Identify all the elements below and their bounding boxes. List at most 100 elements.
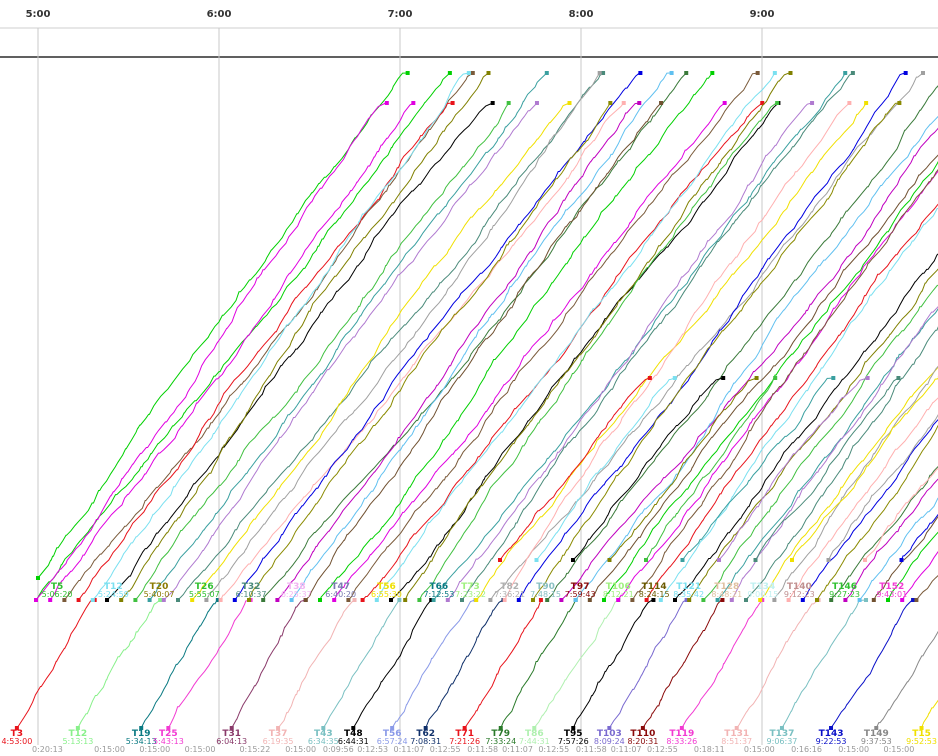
trip-time-label: 7:21:26 xyxy=(449,737,480,746)
trip-line xyxy=(248,102,611,601)
trip-time-label: 6:57:24 xyxy=(377,737,408,746)
trip-label: T12 xyxy=(104,582,123,592)
trip-label: T19 xyxy=(132,729,151,739)
trip-start-marker xyxy=(498,558,502,562)
headway-label: 0:15:00 xyxy=(94,745,125,754)
trip-end-marker xyxy=(850,71,855,75)
trip-time-label: 7:08:31 xyxy=(410,737,441,746)
trip-end-marker xyxy=(775,101,780,105)
trip-label: T106 xyxy=(606,582,631,592)
trip-line-mid xyxy=(791,378,938,561)
trip-start-marker xyxy=(545,598,550,602)
trip-end-marker xyxy=(215,598,220,602)
trip-start-marker xyxy=(232,598,237,602)
trip-start-marker xyxy=(139,726,144,730)
trip-start-marker xyxy=(462,726,467,730)
hour-tick-label: 7:00 xyxy=(388,9,413,20)
trip-start-marker xyxy=(729,598,734,602)
trip-start-marker xyxy=(332,598,337,602)
trip-time-label: 7:57:26 xyxy=(558,737,589,746)
trip-time-label: 7:44:31 xyxy=(519,737,550,746)
trip-start-marker xyxy=(559,598,564,602)
trip-start-marker xyxy=(346,598,351,602)
trip-start-marker xyxy=(829,598,834,602)
trip-time-label: 6:10:37 xyxy=(236,590,267,599)
trip-end-marker xyxy=(864,101,869,105)
trip-time-label: 9:06:37 xyxy=(767,737,798,746)
trip-line-mid xyxy=(645,377,776,561)
trip-label: T137 xyxy=(769,729,794,739)
trip-start-marker xyxy=(423,726,428,730)
trip-time-label: 6:40:20 xyxy=(325,590,356,599)
trip-start-marker xyxy=(460,598,464,602)
trip-start-marker xyxy=(734,726,739,730)
headway-label: 0:09:56 xyxy=(323,745,354,754)
trip-start-marker xyxy=(190,598,195,602)
trip-end-marker xyxy=(831,376,836,380)
trip-label: T134 xyxy=(750,582,775,592)
trip-time-label: 6:34:35 xyxy=(308,737,339,746)
trip-time-label: 9:43:01 xyxy=(876,590,907,599)
trip-line xyxy=(603,161,938,601)
trip-start-marker xyxy=(417,598,422,602)
trip-labels: T34:53:00T125:13:13T195:34:13T255:43:13T… xyxy=(1,582,936,746)
trip-line xyxy=(418,102,778,601)
trip-label: T128 xyxy=(714,582,739,592)
trip-start-marker xyxy=(800,598,805,602)
trip-label: T82 xyxy=(500,582,519,592)
trip-time-label: 5:24:59 xyxy=(98,590,129,599)
trip-end-marker xyxy=(597,71,602,75)
headway-label: 0:15:00 xyxy=(744,745,775,754)
trip-label: T56 xyxy=(383,729,402,739)
trip-start-marker xyxy=(14,726,19,730)
trip-line-lower xyxy=(352,599,432,729)
hour-tick-label: 6:00 xyxy=(207,9,232,20)
trip-start-marker xyxy=(815,598,819,602)
trip-end-marker xyxy=(486,71,491,75)
headway-label: 0:18:11 xyxy=(694,745,725,754)
trip-end-marker xyxy=(608,101,613,105)
trip-label: T31 xyxy=(222,729,241,739)
trip-label: T26 xyxy=(195,582,214,592)
trip-line-mid xyxy=(609,377,757,561)
trip-time-label: 5:43:13 xyxy=(153,737,184,746)
trip-label: T37 xyxy=(269,729,288,739)
headway-label: 0:11:07 xyxy=(502,745,533,754)
trip-line-mid xyxy=(755,377,899,561)
trip-time-label: 9:27:23 xyxy=(829,590,860,599)
trip-start-marker xyxy=(76,598,81,602)
trip-end-marker xyxy=(651,598,656,602)
hour-axis: 5:00 6:00 7:00 8:00 9:00 xyxy=(26,9,775,20)
trip-start-marker xyxy=(161,598,166,602)
trip-start-marker xyxy=(105,598,109,602)
trip-start-marker xyxy=(303,598,308,602)
trip-start-marker xyxy=(701,598,706,602)
trip-label: T114 xyxy=(642,582,667,592)
trip-lines xyxy=(14,71,938,730)
trip-line xyxy=(830,465,938,601)
trip-end-marker xyxy=(567,101,572,105)
trip-time-label: 7:59:43 xyxy=(565,590,596,599)
trip-line xyxy=(816,424,938,601)
trip-line xyxy=(802,419,938,601)
trip-line xyxy=(561,127,938,601)
trip-line xyxy=(674,253,938,601)
trip-time-label: 8:09:24 xyxy=(594,737,625,746)
trip-label: T95 xyxy=(564,729,583,739)
headway-label: 0:15:00 xyxy=(838,745,869,754)
trip-start-marker xyxy=(488,598,493,602)
trip-line xyxy=(220,102,625,601)
trip-line xyxy=(319,72,713,601)
trip-end-marker xyxy=(773,376,778,380)
headway-label: 0:11:07 xyxy=(394,745,425,754)
trip-time-label: 9:22:53 xyxy=(816,737,847,746)
trip-line xyxy=(489,72,924,601)
hour-tick-label: 9:00 xyxy=(750,9,775,20)
trip-line-lower xyxy=(642,599,723,729)
trip-end-marker xyxy=(754,376,759,380)
trip-end-marker xyxy=(710,71,715,75)
trip-line xyxy=(575,115,938,601)
headway-label: 0:12:55 xyxy=(430,745,461,754)
trip-time-label: 8:35:42 xyxy=(673,590,704,599)
